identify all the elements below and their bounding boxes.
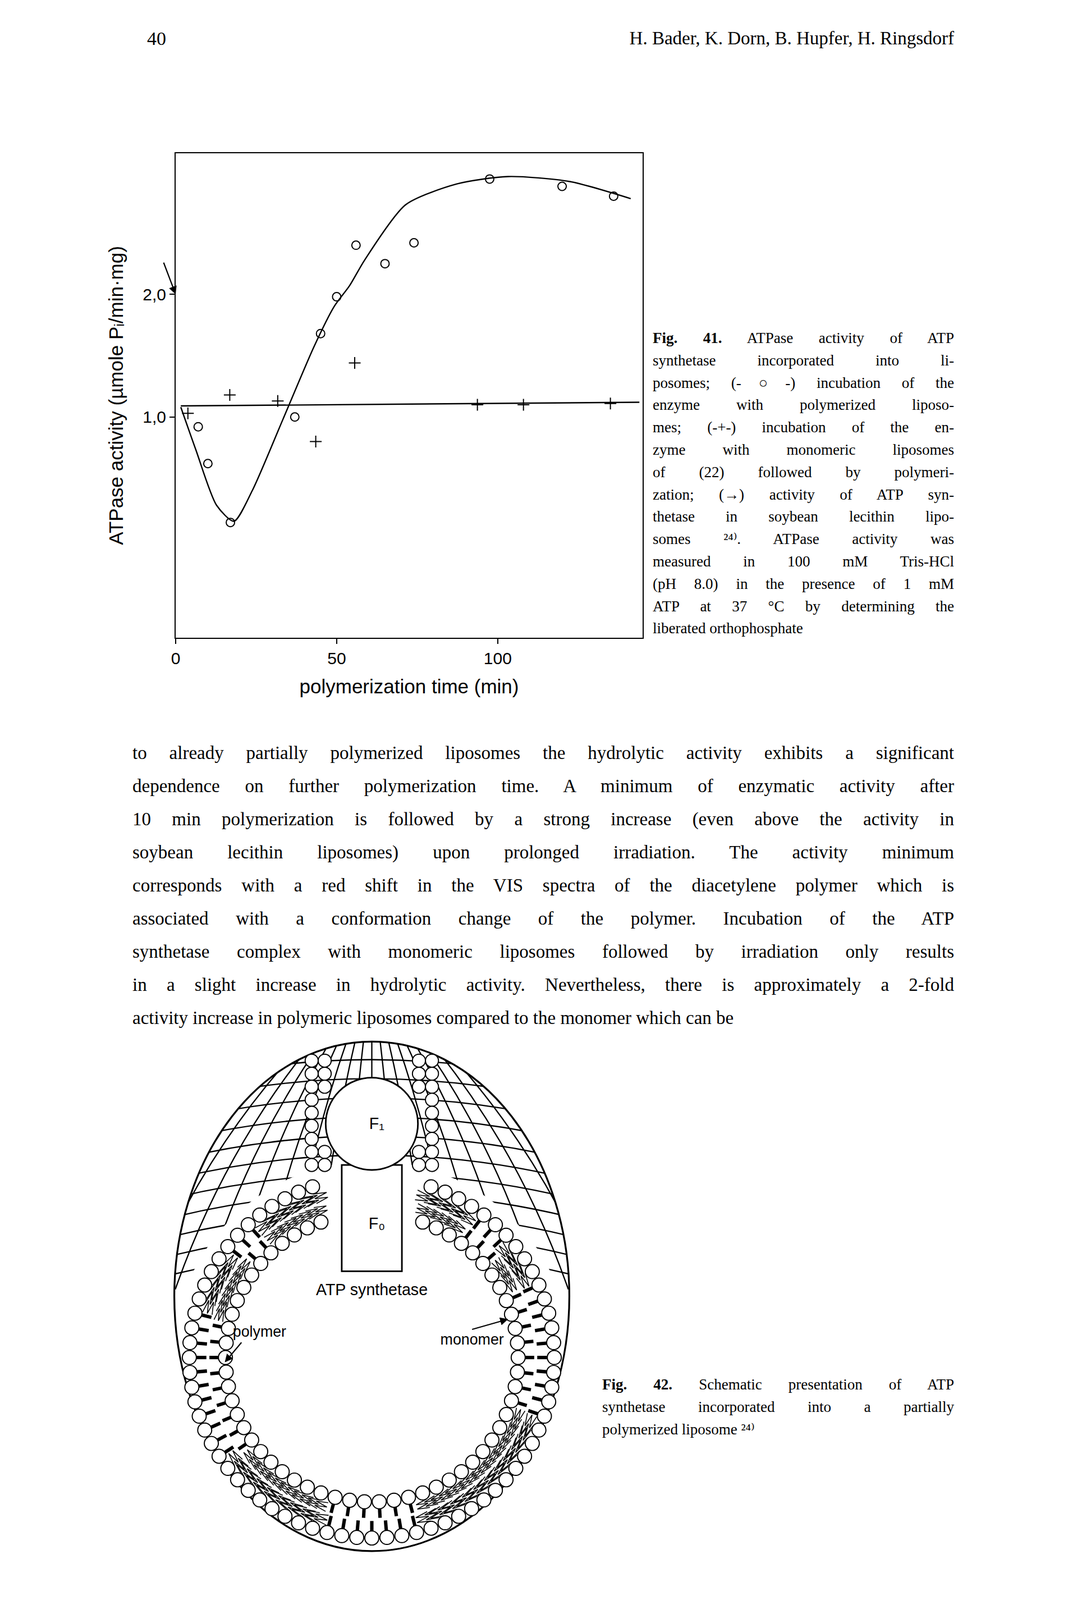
html-text:synthetase incorporated into a: synthetase incorporated into a partially xyxy=(602,1398,955,1415)
html-text:Fig. 42. Schematic presentatio: Fig. 42. Schematic presentation of ATP xyxy=(602,1375,955,1393)
html-text:enzyme with polymerized liposo: enzyme with polymerized liposo- xyxy=(652,396,955,414)
html-text:Fig. 41. ATPase activity of AT: Fig. 41. ATPase activity of ATP xyxy=(652,329,955,347)
html-text:(pH 8.0) in the presence of 1: (pH 8.0) in the presence of 1 mM xyxy=(652,575,955,592)
svg-text:F₀: F₀ xyxy=(368,1213,386,1232)
svg-text:F₁: F₁ xyxy=(369,1114,385,1133)
html-text:dependence on further polymeri: dependence on further polymerization tim… xyxy=(132,775,955,796)
html-text:to already partially polymeriz: to already partially polymerized liposom… xyxy=(132,742,955,763)
html-text:soybean lecithin liposomes) up: soybean lecithin liposomes) upon prolong… xyxy=(132,841,955,863)
html-text:corresponds with a red shift i: corresponds with a red shift in the VIS … xyxy=(132,874,955,896)
svg-text:1,0: 1,0 xyxy=(142,407,167,426)
html-text:10 min polymerization is follo: 10 min polymerization is followed by a s… xyxy=(132,808,955,829)
svg-text:0: 0 xyxy=(171,648,181,668)
svg-text:2,0: 2,0 xyxy=(142,285,167,304)
html-text:posomes; (-○-) incubation of t: posomes; (-○-) incubation of the xyxy=(652,374,955,391)
html-text:zation; (→) activity of ATP sy: zation; (→) activity of ATP syn- xyxy=(652,485,955,503)
html-text:synthetase complex with monome: synthetase complex with monomeric liposo… xyxy=(132,941,955,962)
html-text:H. Bader, K. Dorn, B. Hupfer,: H. Bader, K. Dorn, B. Hupfer, H. Ringsdo… xyxy=(629,28,955,49)
svg-text:ATP synthetase: ATP synthetase xyxy=(315,1280,428,1299)
html-text:somes ²⁴⁾. ATPase activity was: somes ²⁴⁾. ATPase activity was xyxy=(652,530,955,548)
html-text:synthetase incorporated into l: synthetase incorporated into li- xyxy=(652,351,955,369)
html-text:polymerized liposome ²⁴⁾: polymerized liposome ²⁴⁾ xyxy=(602,1420,755,1438)
svg-text:polymerization time (min): polymerization time (min) xyxy=(299,675,520,698)
html-text:in a slight increase in hydrol: in a slight increase in hydrolytic activ… xyxy=(132,974,955,995)
html-text:liberated orthophosphate: liberated orthophosphate xyxy=(652,619,803,637)
html-text:zyme with monomeric liposomes: zyme with monomeric liposomes xyxy=(652,441,955,458)
svg-text:monomer: monomer xyxy=(440,1330,504,1348)
svg-text:100: 100 xyxy=(483,648,512,668)
html-text:associated with a conformation: associated with a conformation change of… xyxy=(132,908,955,929)
html-text:of (22) followed by polymeri-: of (22) followed by polymeri- xyxy=(652,463,955,481)
svg-text:polymer: polymer xyxy=(232,1322,287,1340)
html-text:measured in 100 mM Tris-HCl: measured in 100 mM Tris-HCl xyxy=(652,552,955,570)
html-text:activity increase in polymeric: activity increase in polymeric liposomes… xyxy=(132,1007,734,1028)
svg-text:50: 50 xyxy=(327,648,346,668)
svg-text:ATPase activity (µmole Pᵢ/min·: ATPase activity (µmole Pᵢ/min·mg) xyxy=(104,245,127,545)
html-text:ATP at 37 °C by determining th: ATP at 37 °C by determining the xyxy=(652,597,955,615)
html-text:thetase in soybean lecithin li: thetase in soybean lecithin lipo- xyxy=(652,508,955,525)
html-text:40: 40 xyxy=(147,28,167,49)
html-text:mes; (-+-) incubation of the e: mes; (-+-) incubation of the en- xyxy=(652,418,955,436)
